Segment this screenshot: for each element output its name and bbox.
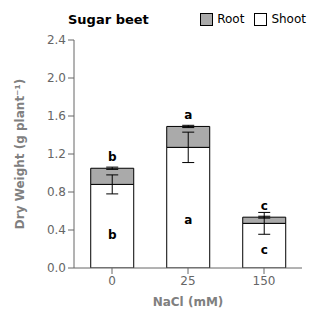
- svg-text:b: b: [108, 228, 117, 242]
- svg-text:a: a: [184, 213, 192, 227]
- svg-text:0: 0: [108, 274, 116, 288]
- svg-text:a: a: [184, 108, 192, 122]
- svg-text:150: 150: [253, 274, 276, 288]
- svg-text:1.6: 1.6: [47, 109, 66, 123]
- svg-text:c: c: [261, 243, 268, 257]
- html-text:Root: Root: [217, 12, 245, 26]
- svg-text:0.0: 0.0: [47, 261, 66, 275]
- svg-text:NaCl (mM): NaCl (mM): [153, 295, 224, 309]
- svg-text:c: c: [261, 199, 268, 213]
- html-text:Sugar beet: Sugar beet: [68, 11, 149, 27]
- svg-text:b: b: [108, 150, 117, 164]
- svg-text:1.2: 1.2: [47, 147, 66, 161]
- svg-text:25: 25: [180, 274, 195, 288]
- svg-text:0.4: 0.4: [47, 223, 66, 237]
- svg-text:2.4: 2.4: [47, 33, 66, 47]
- svg-text:Dry Weight (g plant⁻¹): Dry Weight (g plant⁻¹): [13, 79, 27, 229]
- svg-text:0.8: 0.8: [47, 185, 66, 199]
- html-text:Shoot: Shoot: [271, 12, 306, 26]
- svg-text:2.0: 2.0: [47, 71, 66, 85]
